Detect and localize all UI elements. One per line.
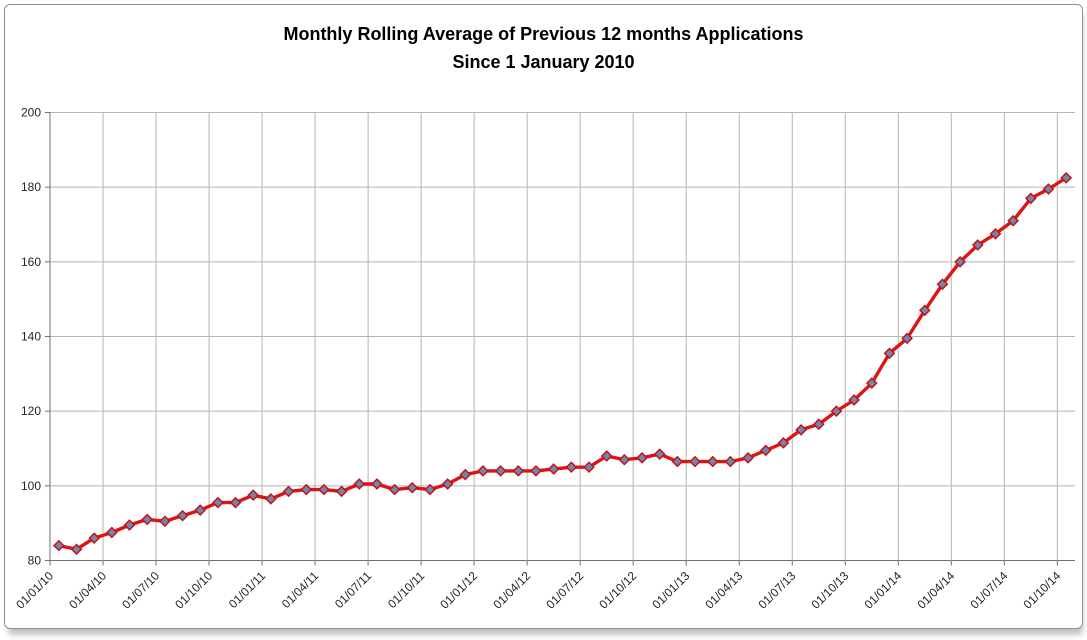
series-line bbox=[57, 176, 1068, 551]
data-point-marker bbox=[742, 451, 754, 464]
data-point-marker bbox=[618, 453, 631, 466]
data-point-marker bbox=[212, 496, 224, 509]
data-point-marker bbox=[512, 465, 525, 477]
y-tick-label: 100 bbox=[21, 479, 41, 493]
data-point-marker bbox=[547, 463, 560, 475]
data-point-marker bbox=[883, 347, 896, 360]
y-tick-label: 180 bbox=[21, 180, 41, 194]
y-tick-label: 80 bbox=[28, 554, 42, 568]
chart-title: Monthly Rolling Average of Previous 12 m… bbox=[0, 20, 1087, 76]
x-tick-label: 01/04/12 bbox=[490, 568, 533, 611]
data-point-marker bbox=[636, 451, 648, 464]
x-tick-label: 01/01/12 bbox=[437, 568, 480, 611]
data-point-marker bbox=[194, 504, 207, 516]
chart-title-line2: Since 1 January 2010 bbox=[452, 52, 635, 72]
data-point-marker bbox=[706, 455, 719, 468]
data-point-marker bbox=[229, 496, 242, 509]
data-point-marker bbox=[335, 485, 348, 498]
data-point-marker bbox=[176, 509, 189, 522]
data-point-marker bbox=[901, 332, 913, 345]
data-point-marker bbox=[265, 493, 277, 505]
data-point-marker bbox=[759, 444, 772, 457]
data-point-marker bbox=[565, 461, 578, 474]
data-point-marker bbox=[918, 304, 931, 317]
data-point-marker bbox=[1024, 192, 1037, 205]
x-tick-label: 01/07/12 bbox=[543, 568, 586, 611]
data-point-marker bbox=[52, 539, 65, 552]
x-tick-label: 01/01/14 bbox=[861, 568, 904, 611]
data-point-marker bbox=[600, 450, 613, 462]
chart-frame bbox=[4, 4, 1083, 629]
x-tick-label: 01/01/10 bbox=[13, 568, 56, 611]
x-tick-label: 01/10/14 bbox=[1021, 568, 1064, 611]
data-point-marker bbox=[159, 515, 171, 528]
y-tick-label: 160 bbox=[21, 255, 41, 269]
x-tick-label: 01/01/13 bbox=[649, 568, 692, 611]
data-point-marker bbox=[70, 543, 83, 556]
x-tick-label: 01/07/11 bbox=[332, 568, 375, 611]
data-point-marker bbox=[777, 437, 790, 449]
data-point-marker bbox=[583, 461, 595, 474]
x-tick-label: 01/01/11 bbox=[226, 568, 269, 611]
data-point-marker bbox=[689, 455, 701, 468]
data-point-marker bbox=[88, 532, 101, 544]
y-tick-label: 140 bbox=[21, 330, 41, 344]
data-point-marker bbox=[954, 255, 966, 268]
x-tick-label: 01/04/13 bbox=[702, 568, 745, 611]
data-point-marker bbox=[353, 478, 366, 490]
data-point-marker bbox=[865, 377, 878, 390]
data-point-marker bbox=[247, 489, 260, 502]
data-point-marker bbox=[812, 418, 825, 431]
x-tick-label: 01/10/12 bbox=[596, 568, 639, 611]
data-point-marker bbox=[971, 239, 984, 251]
data-point-marker bbox=[424, 483, 436, 496]
x-tick-label: 01/04/10 bbox=[66, 568, 109, 611]
x-tick-label: 01/10/13 bbox=[808, 568, 851, 611]
data-point-marker bbox=[1060, 171, 1073, 184]
data-point-marker bbox=[477, 465, 489, 477]
x-tick-label: 01/10/10 bbox=[172, 568, 215, 611]
data-point-marker bbox=[123, 519, 136, 531]
data-point-marker bbox=[530, 465, 542, 477]
x-tick-label: 01/10/11 bbox=[385, 568, 428, 611]
data-point-marker bbox=[1007, 214, 1020, 227]
data-point-marker bbox=[406, 481, 419, 494]
data-point-marker bbox=[671, 455, 684, 468]
data-point-marker bbox=[1042, 183, 1055, 195]
data-point-marker bbox=[141, 513, 154, 526]
data-point-marker bbox=[441, 478, 454, 490]
y-tick-label: 120 bbox=[21, 404, 41, 418]
data-point-marker bbox=[318, 483, 330, 496]
x-tick-label: 01/04/11 bbox=[279, 568, 322, 611]
data-point-marker bbox=[724, 455, 737, 468]
data-point-marker bbox=[989, 227, 1002, 240]
data-point-marker bbox=[795, 423, 807, 436]
x-tick-label: 01/04/14 bbox=[914, 568, 957, 611]
data-point-marker bbox=[848, 394, 860, 406]
chart-title-line1: Monthly Rolling Average of Previous 12 m… bbox=[283, 24, 804, 44]
y-tick-label: 200 bbox=[21, 106, 41, 120]
x-tick-label: 01/07/10 bbox=[119, 568, 162, 611]
data-point-marker bbox=[830, 405, 843, 418]
data-point-marker bbox=[300, 483, 313, 496]
x-tick-label: 01/07/13 bbox=[755, 568, 798, 611]
data-point-marker bbox=[371, 478, 383, 490]
data-point-marker bbox=[494, 465, 507, 477]
data-point-marker bbox=[388, 483, 401, 496]
data-point-marker bbox=[282, 485, 295, 498]
data-point-marker bbox=[105, 526, 118, 539]
data-point-marker bbox=[459, 468, 472, 481]
x-tick-label: 01/07/14 bbox=[967, 568, 1010, 611]
data-point-marker bbox=[936, 278, 949, 291]
data-point-marker bbox=[653, 448, 666, 460]
